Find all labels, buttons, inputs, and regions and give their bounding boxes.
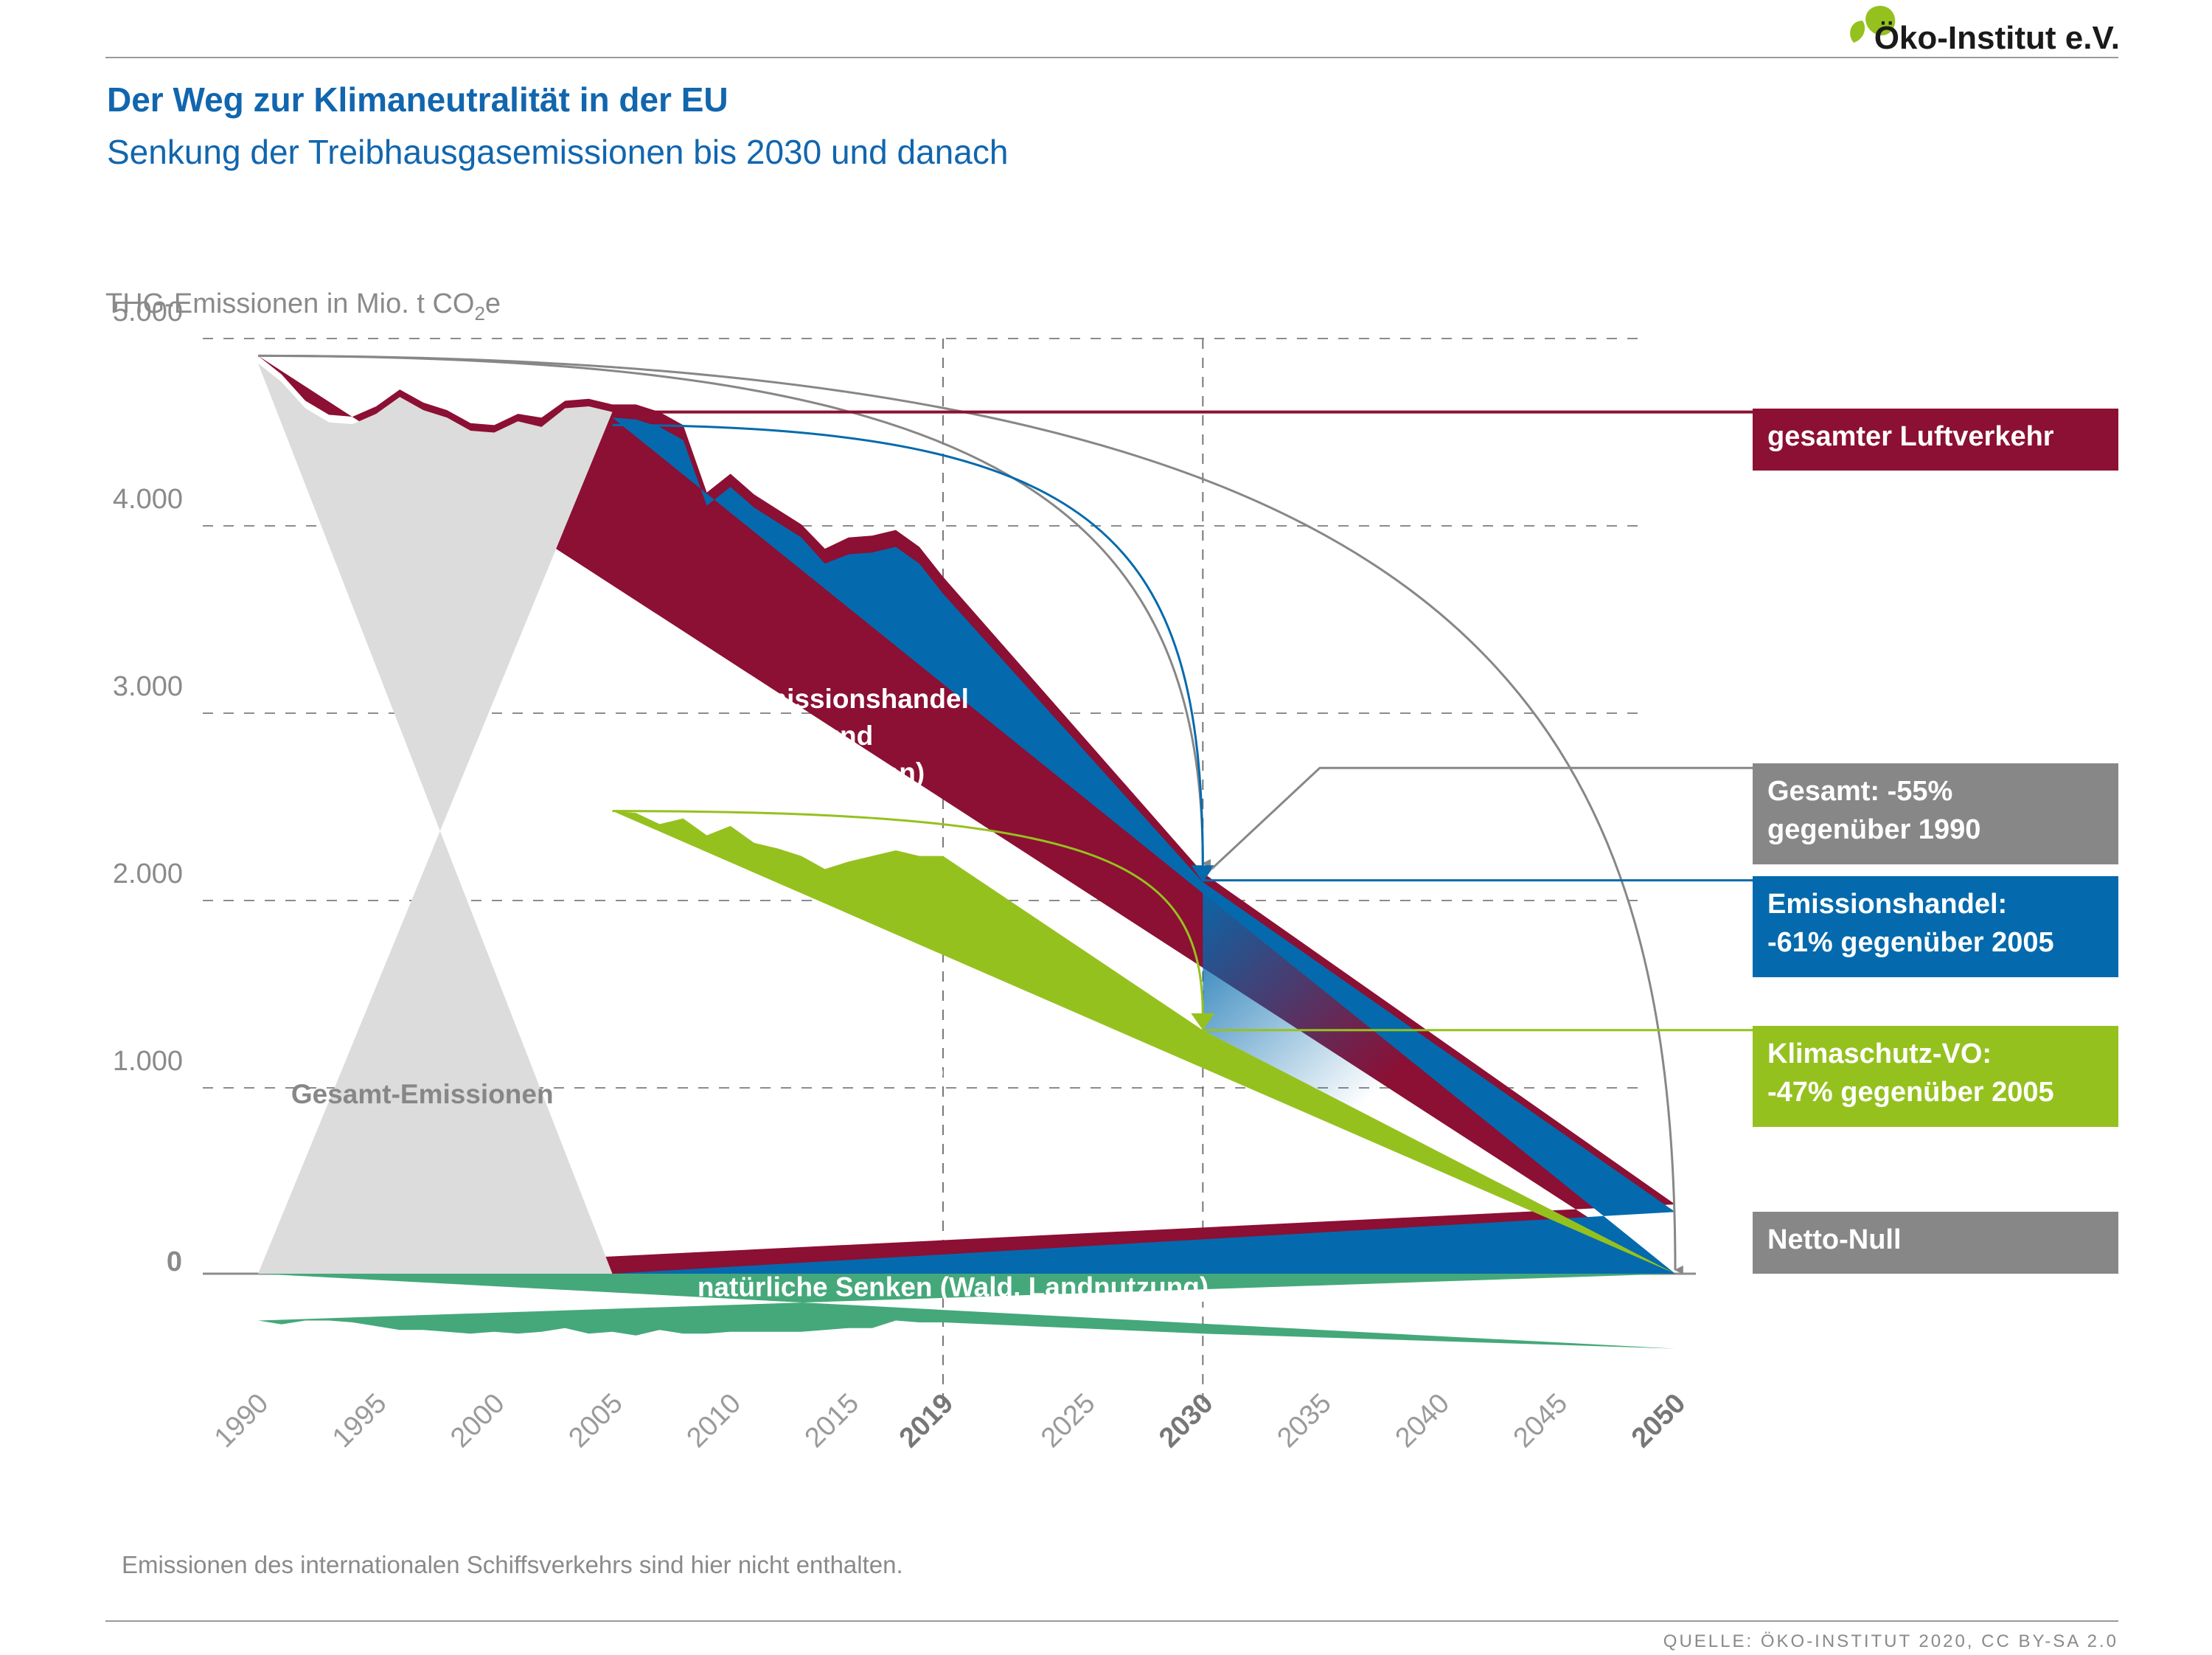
series-label-line: Gesamt-Emissionen xyxy=(291,1079,554,1109)
callouts: gesamter Luftverkehr Gesamt: -55% gegenübe… xyxy=(1753,409,2118,1274)
series-label-ets: EU-Emissionshandel (Energie- und Industrie… xyxy=(698,684,969,788)
callout-box-net_zero xyxy=(1753,1212,2118,1274)
callout-label-aviation: gesamter Luftverkehr xyxy=(1767,421,2054,452)
y-tick-label: 0 xyxy=(167,1246,182,1277)
callout-label-esr: Klimaschutz-VO: -47% gegenüber 2005 xyxy=(1767,1038,2054,1108)
series-label-esr: EU-Klimaschutzverordnung (Verkehr, Gebäud… xyxy=(698,1013,1057,1154)
footer-note: Emissionen des internationalen Schiffsve… xyxy=(122,1551,903,1578)
page-subtitle: Senkung der Treibhausgasemissionen bis 2… xyxy=(107,133,1008,171)
brand-name: Öko-Institut e.V. xyxy=(1874,20,2120,56)
curve-total-2030 xyxy=(257,354,1211,868)
area-ets-fade xyxy=(1203,882,1675,1274)
series-label-sinks: natürliche Senken (Wald, Landnutzung) xyxy=(698,1271,1208,1302)
x-tick-label: 2010 xyxy=(681,1388,747,1454)
series-label-line: Kleinanlagen) xyxy=(698,1124,877,1154)
y-tick-label: 3.000 xyxy=(113,671,183,702)
area-sinks xyxy=(258,1274,1675,1349)
x-tick-label: 2050 xyxy=(1626,1388,1691,1454)
brand-logo: Öko-Institut e.V. xyxy=(1850,5,2120,56)
footer-source: QUELLE: ÖKO-INSTITUT 2020, CC BY-SA 2.0 xyxy=(1663,1631,2118,1651)
area-total-emissions xyxy=(258,363,613,1274)
connector-total xyxy=(1211,766,1753,870)
series-labels: Gesamt-Emissionen EU-Emissionshandel (Ener… xyxy=(291,684,1208,1302)
series-label-line: (Verkehr, Gebäude, xyxy=(698,1050,945,1080)
x-tick-label: 2035 xyxy=(1271,1388,1337,1454)
y-axis-label: THG-Emissionen in Mio. t CO2e xyxy=(105,288,501,325)
series-label-line: Landwirtschaft, Abfall und xyxy=(698,1087,1039,1117)
page-title: Der Weg zur Klimaneutralität in der EU xyxy=(107,80,728,119)
callout-line: gegenüber 1990 xyxy=(1767,814,1980,845)
callout-box-aviation xyxy=(1753,409,2118,471)
x-tick-label: 2015 xyxy=(799,1388,865,1454)
callout-label-net_zero: Netto-Null xyxy=(1767,1224,1902,1255)
x-tick-label: 2025 xyxy=(1035,1388,1101,1454)
x-tick-label: 2045 xyxy=(1508,1388,1573,1454)
callout-box-esr xyxy=(1753,1026,2118,1127)
y-tick-label: 4.000 xyxy=(113,484,183,515)
callout-label-total: Gesamt: -55% gegenüber 1990 xyxy=(1767,776,1980,845)
callout-line: Klimaschutz-VO: xyxy=(1767,1038,1992,1069)
y-tick-label: 5.000 xyxy=(113,296,183,327)
y-axis: 5.000 4.000 3.000 2.000 1.000 0 xyxy=(113,296,183,1277)
arrow-ets-icon xyxy=(1191,865,1215,883)
callout-line: gesamter Luftverkehr xyxy=(1767,421,2054,452)
callout-line: Netto-Null xyxy=(1767,1224,1902,1255)
callout-box-total xyxy=(1753,763,2118,864)
x-tick-label: 1990 xyxy=(209,1388,274,1454)
series-label-line: EU-Klimaschutzverordnung xyxy=(698,1013,1057,1044)
series-label-line: Industrieanlagen) xyxy=(698,757,925,788)
x-tick-label: 2000 xyxy=(445,1388,510,1454)
y-tick-label: 2.000 xyxy=(113,858,183,889)
connectors xyxy=(257,354,1753,1274)
leaf-icon xyxy=(1850,5,1896,43)
callout-line: -47% gegenüber 2005 xyxy=(1767,1077,2054,1108)
series-label-line: natürliche Senken (Wald, Landnutzung) xyxy=(698,1271,1208,1302)
x-tick-label: 2040 xyxy=(1390,1388,1455,1454)
callout-line: Emissionshandel: xyxy=(1767,889,2007,920)
curve-ets-2030 xyxy=(612,423,1204,870)
x-tick-label: 2030 xyxy=(1153,1388,1219,1454)
x-axis: 1990 1995 2000 2005 2010 2015 2019 2025 2030 2035… xyxy=(209,1388,1691,1454)
series-label-total: Gesamt-Emissionen xyxy=(291,1079,554,1109)
callout-box-ets xyxy=(1753,876,2118,977)
curve-esr-2030 xyxy=(612,810,1204,1018)
x-tick-label: 2019 xyxy=(894,1388,959,1454)
arrow-esr-icon xyxy=(1191,1013,1215,1030)
y-tick-label: 1.000 xyxy=(113,1046,183,1077)
curve-total-2050 xyxy=(257,354,1683,1274)
series-label-line: EU-Emissionshandel xyxy=(698,684,969,714)
x-tick-label: 1995 xyxy=(327,1388,392,1454)
callout-line: -61% gegenüber 2005 xyxy=(1767,927,2054,958)
callout-line: Gesamt: -55% xyxy=(1767,776,1952,807)
x-tick-label: 2005 xyxy=(563,1388,628,1454)
series-label-line: (Energie- und xyxy=(698,721,873,751)
area-esr xyxy=(612,811,1675,1274)
areas xyxy=(258,355,1675,1349)
callout-label-ets: Emissionshandel: -61% gegenüber 2005 xyxy=(1767,889,2054,958)
